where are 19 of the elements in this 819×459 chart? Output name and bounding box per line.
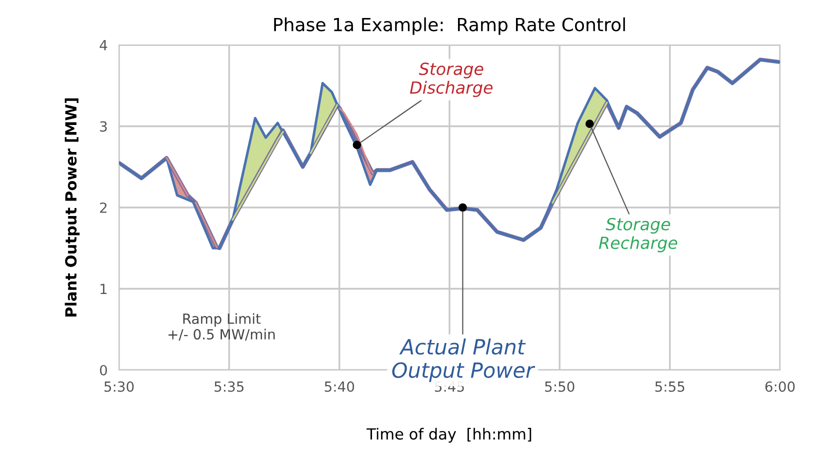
x-tick-label: 5:45 [434,382,464,392]
y-tick-label: 4 [100,40,108,50]
x-tick-label: 5:40 [324,381,354,392]
annotation: Actual Plant Output Power [392,338,536,382]
x-tick-label: 5:55 [655,382,684,392]
annotation: Storage Discharge [410,62,493,98]
y-tick-label: 1 [100,284,107,294]
x-axis-title: Time of day [hh:mm] [366,428,532,443]
y-tick-label: 2 [100,202,106,213]
x-tick-label: 6:00 [765,381,795,392]
chart-title: Phase 1a Example: Ramp Rate Control [274,17,625,35]
x-tick-label: 5:30 [104,381,134,392]
annotation: Storage Recharge [598,218,678,252]
x-tick-label: 5:50 [545,381,574,392]
y-tick-label: 0 [100,364,107,376]
y-axis-title: Plant Output Power [MW] [64,98,80,317]
x-tick-label: 5:35 [214,381,244,392]
y-tick-label: 3 [100,121,107,132]
annotation: Ramp Limit +/- 0.5 MW/min [168,313,275,341]
